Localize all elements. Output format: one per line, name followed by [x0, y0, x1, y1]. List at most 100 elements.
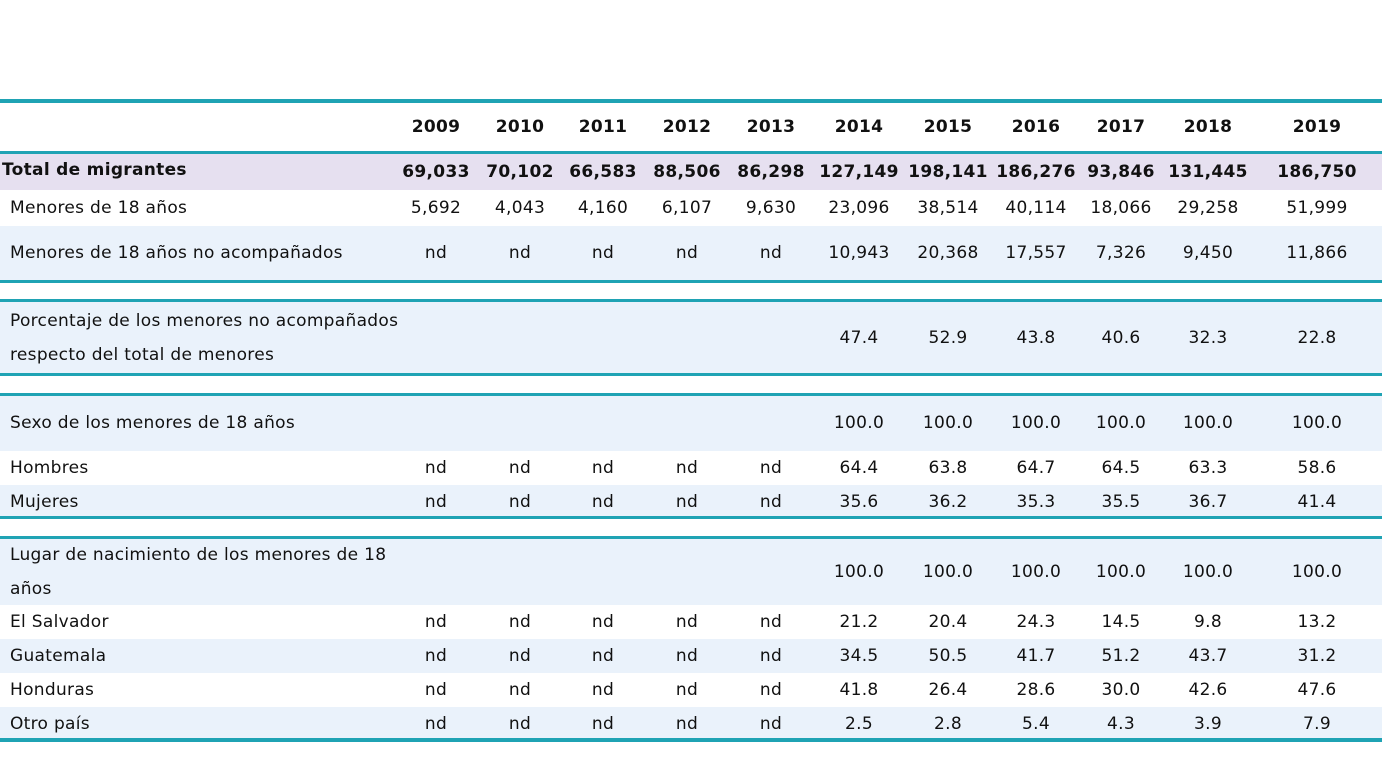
table-cell: nd: [424, 243, 448, 263]
table-cell: nd: [424, 646, 448, 666]
table-cell: 10,943: [828, 243, 890, 263]
year-header: 2013: [746, 117, 796, 137]
table-cell: 131,445: [1168, 162, 1248, 182]
table-cell: 43.7: [1188, 646, 1228, 666]
table-cell: 47.6: [1297, 680, 1337, 700]
row-label: Menores de 18 años no acompañados: [10, 243, 343, 263]
year-header: 2009: [411, 117, 461, 137]
table-cell: 28.6: [1016, 680, 1056, 700]
table-cell: nd: [759, 713, 783, 734]
table-cell: 64.5: [1101, 458, 1141, 478]
table-cell: 47.4: [839, 328, 879, 348]
table-cell: nd: [759, 458, 783, 478]
table-cell: 51,999: [1286, 198, 1348, 218]
table-cell: 34.5: [839, 646, 879, 666]
table-rule: [0, 280, 1382, 283]
table-cell: 86,298: [737, 162, 805, 182]
table-cell: 9,630: [745, 198, 797, 218]
table-cell: 100.0: [1291, 413, 1343, 433]
row-band: [0, 302, 1382, 374]
table-cell: nd: [424, 612, 448, 632]
table-cell: 100.0: [922, 561, 974, 582]
year-header: 2011: [578, 117, 628, 137]
table-cell: nd: [591, 680, 615, 700]
table-cell: 3.9: [1194, 713, 1222, 734]
table-cell: 35.3: [1016, 491, 1056, 512]
table-cell: 30.0: [1101, 680, 1141, 700]
table-cell: 100.0: [833, 413, 885, 433]
table-cell: nd: [675, 612, 699, 632]
table-cell: 4.3: [1107, 713, 1135, 734]
table-cell: nd: [508, 491, 532, 512]
table-cell: nd: [591, 243, 615, 263]
row-label: Lugar de nacimiento de los menores de 18: [10, 544, 387, 565]
table-rule: [0, 151, 1382, 154]
table-cell: 9,450: [1182, 243, 1234, 263]
table-cell: 20,368: [917, 243, 979, 263]
table-cell: 40.6: [1101, 328, 1141, 348]
table-cell: 100.0: [1010, 413, 1062, 433]
table-cell: 24.3: [1016, 612, 1056, 632]
row-band: [0, 673, 1382, 707]
table-cell: 5,692: [410, 198, 462, 218]
table-cell: 100.0: [833, 561, 885, 582]
table-rule: [0, 99, 1382, 103]
table-cell: 13.2: [1297, 612, 1337, 632]
row-label: Guatemala: [10, 646, 107, 666]
table-cell: nd: [591, 491, 615, 512]
table-cell: 70,102: [486, 162, 554, 182]
year-header: 2010: [495, 117, 545, 137]
year-header: 2015: [923, 117, 973, 137]
table-cell: 64.7: [1016, 458, 1056, 478]
row-band: [0, 605, 1382, 639]
table-cell: 14.5: [1101, 612, 1141, 632]
table-cell: 20.4: [928, 612, 968, 632]
row-label: El Salvador: [10, 612, 109, 632]
table-cell: 9.8: [1194, 612, 1222, 632]
table-cell: 21.2: [839, 612, 879, 632]
table-cell: 43.8: [1016, 328, 1056, 348]
table-cell: nd: [424, 458, 448, 478]
row-band: [0, 707, 1382, 740]
table-cell: 41.7: [1016, 646, 1056, 666]
table-cell: 4,160: [577, 198, 629, 218]
row-band: [0, 538, 1382, 605]
table-cell: nd: [759, 243, 783, 263]
table-cell: 22.8: [1297, 328, 1337, 348]
table-cell: 32.3: [1188, 328, 1228, 348]
table-rule: [0, 299, 1382, 302]
table-cell: nd: [508, 680, 532, 700]
table-cell: 26.4: [928, 680, 968, 700]
table-cell: 100.0: [922, 413, 974, 433]
table-cell: nd: [508, 458, 532, 478]
table-cell: 93,846: [1087, 162, 1155, 182]
table-cell: 66,583: [569, 162, 637, 182]
table-cell: 64.4: [839, 458, 879, 478]
table-cell: 36.7: [1188, 491, 1228, 512]
year-header: 2016: [1011, 117, 1061, 137]
table-cell: 100.0: [1182, 413, 1234, 433]
table-cell: 2.8: [934, 713, 962, 734]
table-cell: 42.6: [1188, 680, 1228, 700]
row-label: Hombres: [10, 458, 89, 478]
table-rule: [0, 738, 1382, 742]
table-cell: nd: [591, 713, 615, 734]
row-band: [0, 395, 1382, 451]
row-label: Sexo de los menores de 18 años: [10, 413, 296, 433]
table-cell: 100.0: [1182, 561, 1234, 582]
row-band: [0, 226, 1382, 280]
table-cell: 186,276: [996, 162, 1076, 182]
table-cell: 18,066: [1090, 198, 1152, 218]
table-cell: 100.0: [1095, 561, 1147, 582]
table-cell: 41.8: [839, 680, 879, 700]
table-cell: 63.8: [928, 458, 968, 478]
table-cell: nd: [591, 612, 615, 632]
table-cell: 29,258: [1177, 198, 1239, 218]
row-label: años: [10, 578, 52, 599]
row-label: Total de migrantes: [2, 160, 187, 180]
table-cell: 36.2: [928, 491, 968, 512]
table-cell: nd: [675, 243, 699, 263]
table-cell: 198,141: [908, 162, 988, 182]
table-cell: nd: [675, 646, 699, 666]
table-cell: nd: [508, 713, 532, 734]
